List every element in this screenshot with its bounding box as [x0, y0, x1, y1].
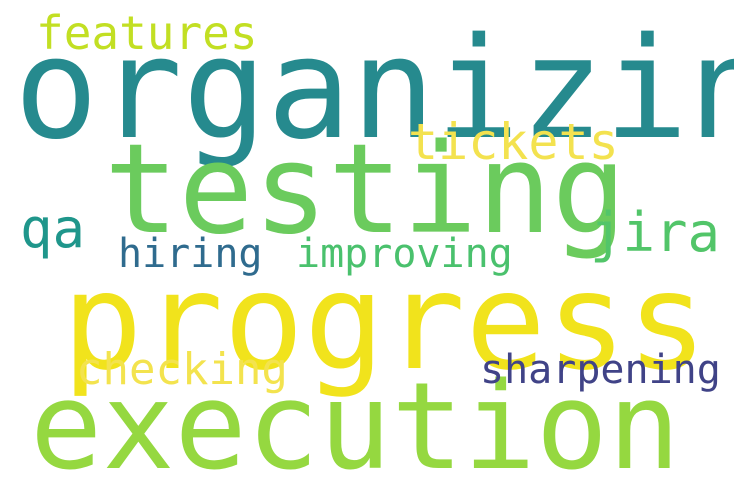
word-execution: execution: [30, 358, 681, 494]
word-qa: qa: [20, 197, 86, 260]
word-checking: checking: [76, 344, 288, 395]
word-hiring: hiring: [118, 231, 263, 277]
word-progress: progress: [62, 244, 708, 400]
word-jira: jira: [590, 201, 721, 264]
word-tickets: tickets: [408, 113, 619, 171]
word-improving: improving: [296, 231, 513, 277]
word-sharpening: sharpening: [480, 347, 721, 393]
word-testing: testing: [104, 118, 627, 262]
word-organizing: organizing: [14, 8, 734, 171]
word-features: features: [36, 6, 258, 60]
